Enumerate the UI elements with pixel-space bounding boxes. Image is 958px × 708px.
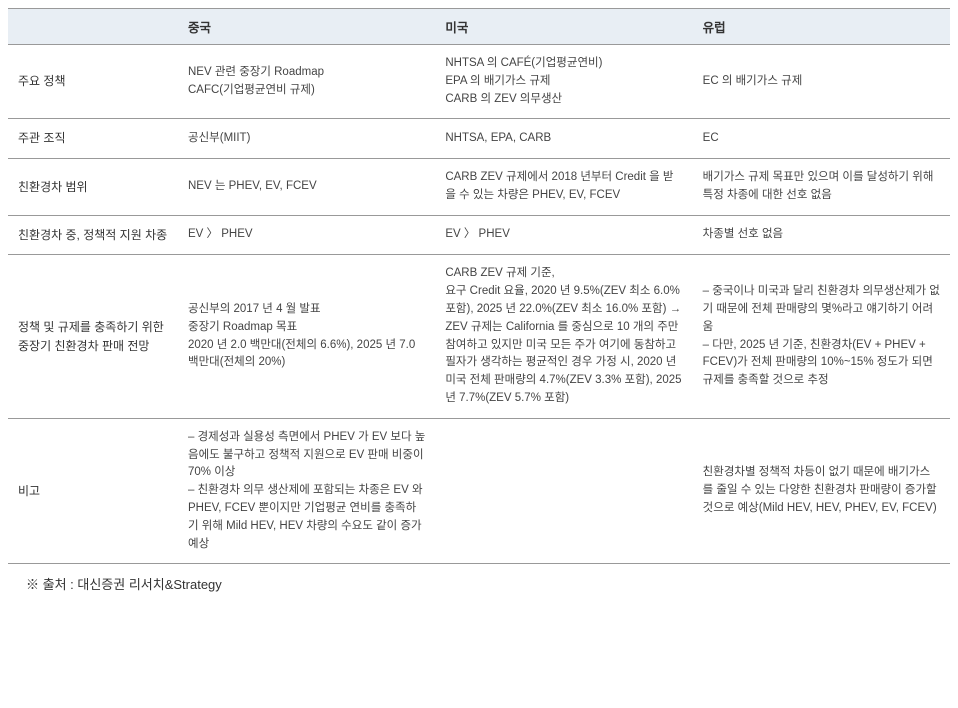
cell-europe: EC (693, 119, 950, 159)
row-label: 비고 (8, 418, 178, 564)
source-attribution: ※ 출처 : 대신증권 리서치&Strategy (8, 574, 950, 593)
table-header-row: 중국 미국 유럽 (8, 9, 950, 45)
row-label: 정책 및 규제를 충족하기 위한 중장기 친환경차 판매 전망 (8, 255, 178, 419)
cell-china: NEV 는 PHEV, EV, FCEV (178, 159, 435, 216)
cell-china: 공신부(MIIT) (178, 119, 435, 159)
cell-china: NEV 관련 중장기 Roadmap CAFC(기업평균연비 규제) (178, 45, 435, 119)
cell-europe: 차종별 선호 없음 (693, 215, 950, 255)
table-row: 정책 및 규제를 충족하기 위한 중장기 친환경차 판매 전망 공신부의 201… (8, 255, 950, 419)
table-row: 비고 – 경제성과 실용성 측면에서 PHEV 가 EV 보다 높음에도 불구하… (8, 418, 950, 564)
table-row: 친환경차 범위 NEV 는 PHEV, EV, FCEV CARB ZEV 규제… (8, 159, 950, 216)
col-header-usa: 미국 (435, 9, 692, 45)
col-header-china: 중국 (178, 9, 435, 45)
policy-comparison-table: 중국 미국 유럽 주요 정책 NEV 관련 중장기 Roadmap CAFC(기… (8, 8, 950, 564)
cell-china: 공신부의 2017 년 4 월 발표 중장기 Roadmap 목표 2020 년… (178, 255, 435, 419)
cell-china: – 경제성과 실용성 측면에서 PHEV 가 EV 보다 높음에도 불구하고 정… (178, 418, 435, 564)
cell-usa: CARB ZEV 규제 기준, 요구 Credit 요율, 2020 년 9.5… (435, 255, 692, 419)
col-header-blank (8, 9, 178, 45)
table-row: 주관 조직 공신부(MIIT) NHTSA, EPA, CARB EC (8, 119, 950, 159)
cell-europe: – 중국이나 미국과 달리 친환경차 의무생산제가 없기 때문에 전체 판매량의… (693, 255, 950, 419)
cell-china: EV 〉 PHEV (178, 215, 435, 255)
cell-usa: NHTSA, EPA, CARB (435, 119, 692, 159)
cell-usa: NHTSA 의 CAFÉ(기업평균연비) EPA 의 배기가스 규제 CARB … (435, 45, 692, 119)
cell-europe: 친환경차별 정책적 차등이 없기 때문에 배기가스를 줄일 수 있는 다양한 친… (693, 418, 950, 564)
row-label: 주관 조직 (8, 119, 178, 159)
row-label: 친환경차 중, 정책적 지원 차종 (8, 215, 178, 255)
table-row: 친환경차 중, 정책적 지원 차종 EV 〉 PHEV EV 〉 PHEV 차종… (8, 215, 950, 255)
table-row: 주요 정책 NEV 관련 중장기 Roadmap CAFC(기업평균연비 규제)… (8, 45, 950, 119)
cell-usa (435, 418, 692, 564)
row-label: 주요 정책 (8, 45, 178, 119)
row-label: 친환경차 범위 (8, 159, 178, 216)
cell-europe: EC 의 배기가스 규제 (693, 45, 950, 119)
cell-europe: 배기가스 규제 목표만 있으며 이를 달성하기 위해 특정 차종에 대한 선호 … (693, 159, 950, 216)
cell-usa: EV 〉 PHEV (435, 215, 692, 255)
cell-usa: CARB ZEV 규제에서 2018 년부터 Credit 을 받을 수 있는 … (435, 159, 692, 216)
col-header-europe: 유럽 (693, 9, 950, 45)
